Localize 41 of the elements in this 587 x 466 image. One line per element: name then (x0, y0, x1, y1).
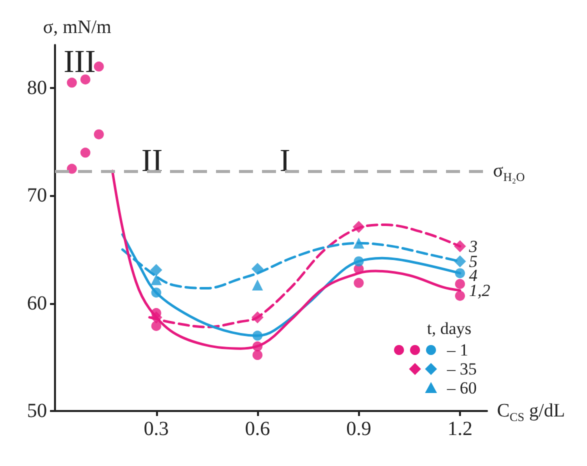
point (66, 164, 77, 174)
point (252, 262, 264, 275)
legend-title: t, days (427, 319, 472, 338)
y-axis-title: σ, mN/m (43, 17, 112, 38)
point (353, 238, 364, 249)
legend-label: – 1 (446, 340, 468, 360)
point (80, 74, 90, 84)
legend-label: – 35 (446, 360, 477, 378)
point (94, 62, 104, 72)
point (454, 255, 466, 268)
y-tick-label: 70 (27, 184, 47, 207)
x-tick-label: 0.6 (245, 418, 270, 440)
series-label: 1,2 (469, 280, 491, 300)
point (454, 240, 466, 252)
point (252, 280, 263, 291)
point (150, 264, 162, 276)
point (150, 274, 162, 286)
legend-label: – 60 (446, 378, 477, 398)
y-tick-label: 60 (27, 292, 47, 314)
point (352, 220, 365, 233)
point (455, 268, 465, 278)
point (252, 311, 264, 324)
point (66, 78, 77, 88)
point (151, 288, 162, 298)
point (252, 350, 262, 360)
x-tick-label: 0.9 (346, 418, 372, 440)
point (80, 148, 90, 158)
point (455, 290, 465, 301)
point (354, 278, 364, 288)
point (252, 330, 262, 341)
x-tick-label: 0.3 (144, 418, 169, 440)
annotation: III (64, 43, 96, 79)
point (151, 320, 162, 331)
x-tick-label: 1.2 (448, 418, 472, 440)
point (354, 256, 364, 266)
point (150, 311, 162, 324)
point (94, 129, 104, 140)
y-tick-label: 80 (27, 77, 47, 100)
y-tick-label: 50 (27, 400, 47, 422)
point (455, 278, 465, 289)
point (252, 341, 262, 352)
